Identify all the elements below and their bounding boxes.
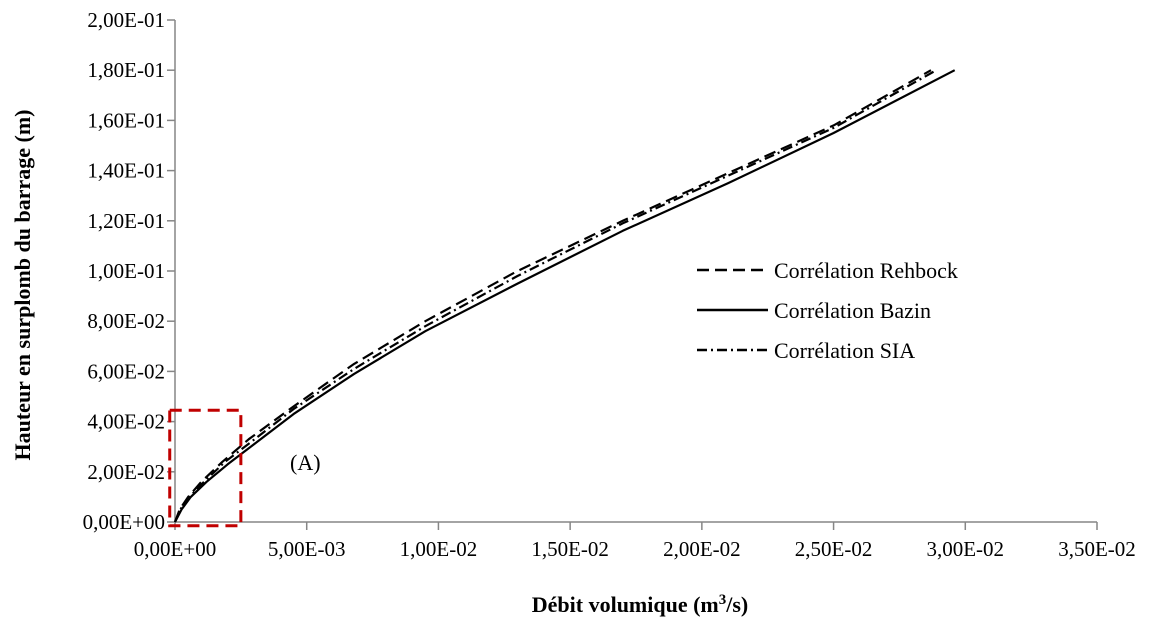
ticks: 0,00E+00 2,00E-02 4,00E-02 6,00E-02 8,00E-02… <box>83 8 1136 561</box>
y-tick-label: 1,60E-01 <box>87 108 165 132</box>
y-tick-label: 1,00E-01 <box>87 259 165 283</box>
legend: Corrélation Rehbock Corrélation Bazin Corr… <box>697 258 958 363</box>
x-axis-title-main: Débit volumique (m <box>532 592 719 617</box>
series-line-3 <box>173 69 937 523</box>
x-axis-title-sup: 3 <box>719 592 727 608</box>
x-tick-label: 3,50E-02 <box>1058 537 1136 561</box>
y-tick-label: 8,00E-02 <box>87 309 165 333</box>
x-tick-label: 0,00E+00 <box>134 537 216 561</box>
y-tick-label: 4,00E-02 <box>87 410 165 434</box>
series-line-2 <box>174 69 956 523</box>
y-tick-label: 2,00E-02 <box>87 460 165 484</box>
x-tick-label: 2,50E-02 <box>795 537 873 561</box>
y-tick-label: 1,40E-01 <box>87 159 165 183</box>
x-tick-label: 5,00E-03 <box>268 537 346 561</box>
annotation-label: (A) <box>290 450 321 475</box>
series-lines <box>173 69 956 523</box>
y-tick-label: 6,00E-02 <box>87 359 165 383</box>
y-tick-label: 1,20E-01 <box>87 209 165 233</box>
legend-label-1: Corrélation Rehbock <box>774 258 958 283</box>
x-tick-label: 3,00E-02 <box>926 537 1004 561</box>
x-axis-title-tail: /s) <box>725 592 748 617</box>
y-tick-label: 1,80E-01 <box>87 58 165 82</box>
x-axis-title: Débit volumique (m3/s) <box>532 592 749 617</box>
y-tick-label: 2,00E-01 <box>87 8 165 32</box>
legend-label-2: Corrélation Bazin <box>774 298 931 323</box>
series-line-1 <box>173 69 932 523</box>
annotation: (A) <box>168 408 321 528</box>
axes <box>174 20 1097 523</box>
y-axis-title: Hauteur en surplomb du barrage (m) <box>10 110 35 461</box>
x-tick-label: 1,00E-02 <box>400 537 478 561</box>
legend-label-3: Corrélation SIA <box>774 338 915 363</box>
y-tick-label: 0,00E+00 <box>83 510 165 534</box>
x-tick-label: 2,00E-02 <box>663 537 741 561</box>
x-tick-label: 1,50E-02 <box>531 537 609 561</box>
highlight-box <box>168 408 243 528</box>
